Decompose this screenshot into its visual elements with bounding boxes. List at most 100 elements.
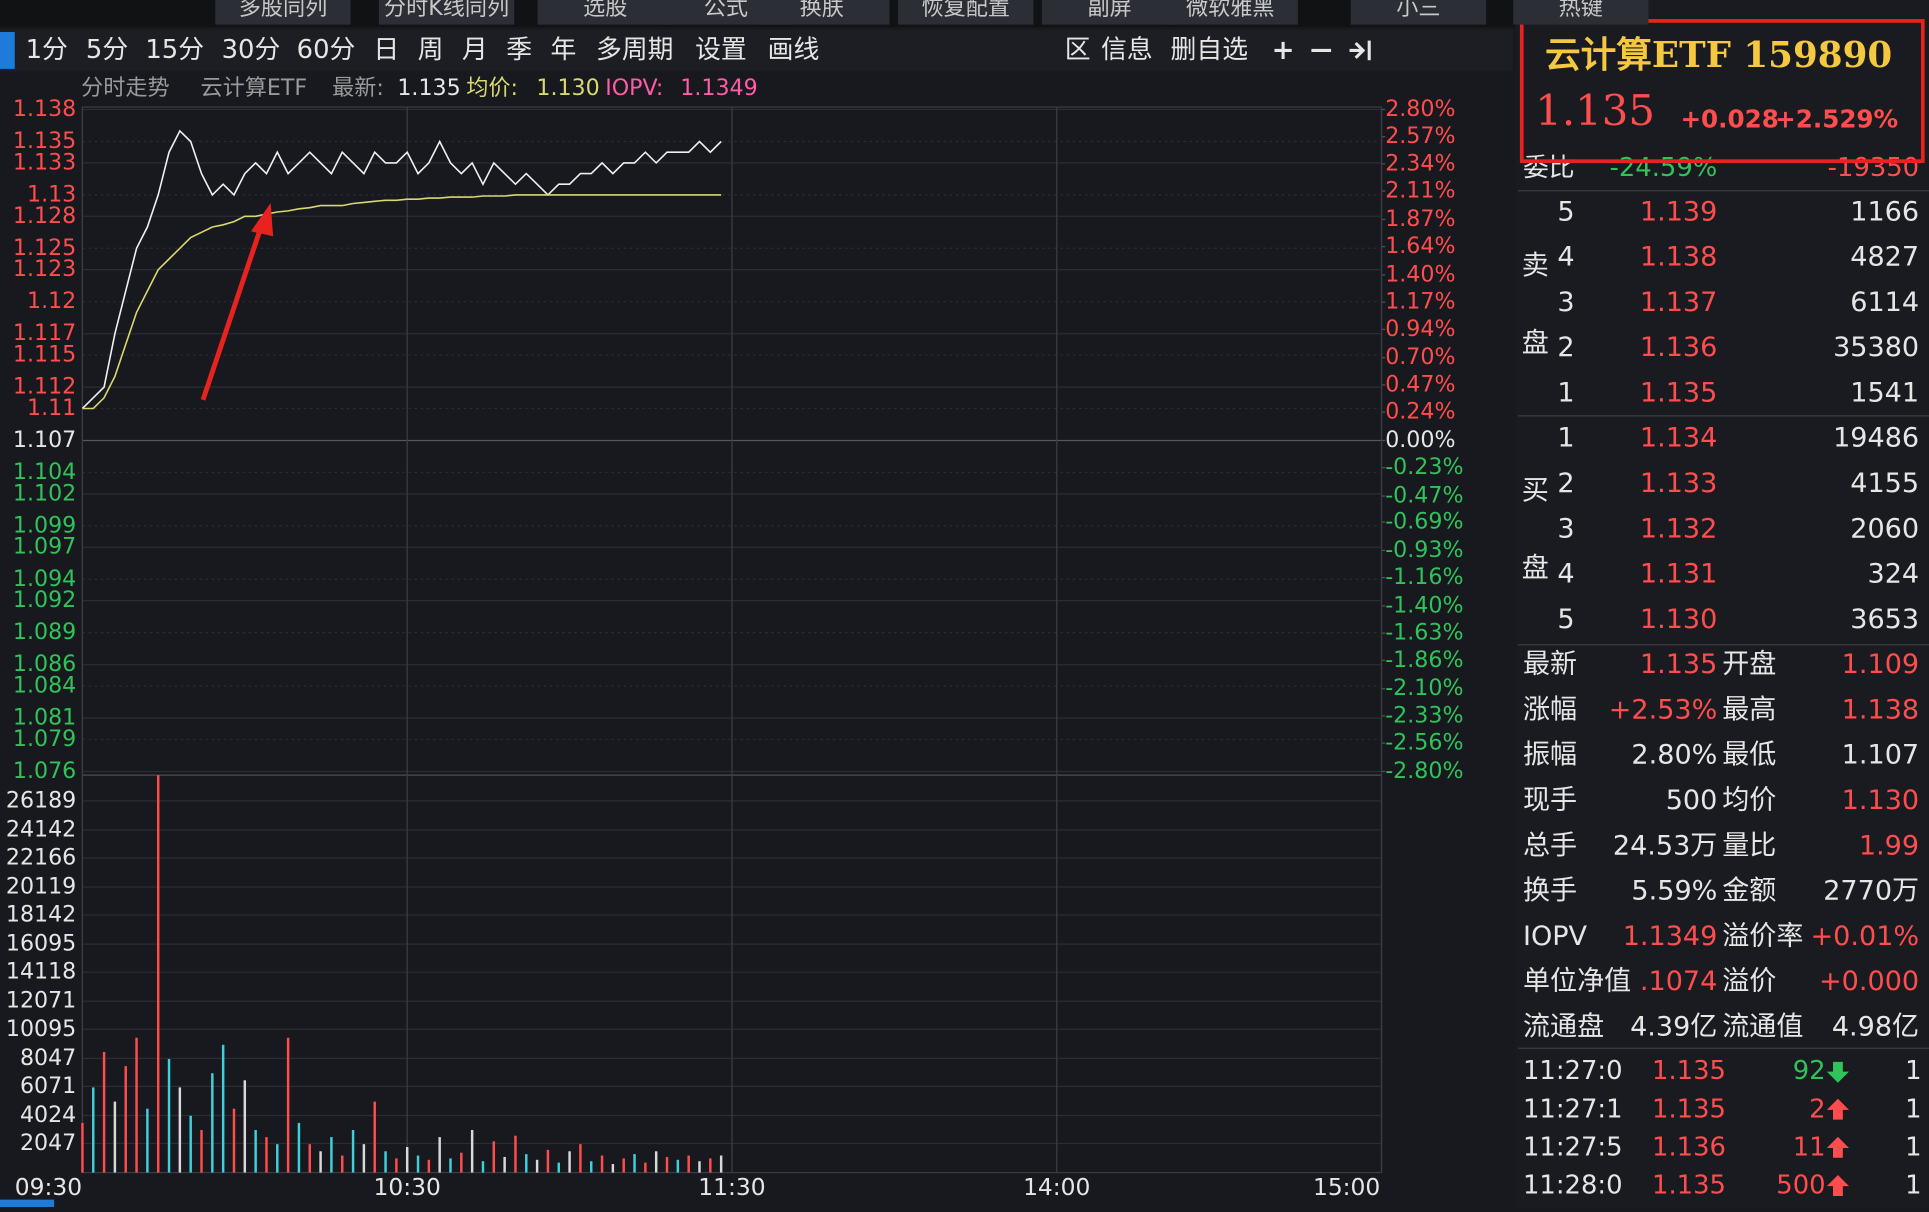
volume-bar [492,1141,496,1173]
stat-value: 24.53万 [1613,830,1717,861]
price-line [81,129,722,410]
chart-header-iopv-label: IOPV: [605,75,663,101]
period-tab[interactable]: 15分 [145,35,204,65]
toolbar-button[interactable] [1162,0,1298,25]
volume-bar [156,775,160,1173]
toolbar-button[interactable] [754,0,890,25]
y-tick-label: 1.084 [13,673,76,699]
volume-tick-label: 10095 [6,1016,76,1042]
toolbar-button[interactable] [378,0,515,25]
y2-tick-label: -2.33% [1385,702,1463,728]
y-tick-label: 1.079 [13,726,76,752]
toolbar-button[interactable] [215,0,351,25]
period-tab[interactable]: 月 [462,35,488,65]
volume-bar [81,1122,84,1173]
volume-bar [654,1151,658,1173]
action-button[interactable]: 区 [1065,35,1091,65]
stat-value: +2.53% [1609,694,1718,725]
toolbar-button-label[interactable]: 热键 [1559,0,1603,21]
toolbar-button-label[interactable]: 分时K线同列 [384,0,509,21]
period-tab[interactable]: 日 [373,35,399,65]
period-tab[interactable]: 年 [551,35,577,65]
period-tab[interactable]: 季 [506,35,532,65]
x-tick-label: 11:30 [698,1173,765,1201]
volume-bar [319,1151,322,1173]
toolbar-button[interactable] [1513,0,1649,25]
stat-label: IOPV [1523,921,1588,952]
volume-bar [449,1158,452,1173]
quote-price: 1.135 [1535,86,1655,135]
period-tab[interactable]: 30分 [222,35,281,65]
trade-price: 1.136 [1652,1132,1726,1162]
volume-tick-label: 22166 [6,844,76,870]
y2-tick-label: 2.80% [1385,96,1455,122]
toolbar-button[interactable] [898,0,1034,25]
y2-tick-label: -2.10% [1385,675,1463,701]
period-tab[interactable]: 5分 [86,35,128,65]
trade-count: 1 [1905,1094,1921,1124]
chart-header-latest: 1.135 [397,75,460,101]
stat-label: 最高 [1722,694,1776,725]
toolbar-button[interactable] [1350,0,1487,25]
y-tick-label: 1.125 [13,235,76,261]
stat-label: 最新 [1523,649,1577,680]
book-price: 1.132 [1640,513,1717,544]
stat-label: 单位净值 [1523,966,1631,997]
volume-bar [503,1156,506,1173]
y2-tick-label: 0.70% [1385,344,1455,370]
book-price: 1.138 [1640,242,1717,273]
book-price: 1.135 [1640,377,1717,408]
volume-bar [384,1151,387,1173]
y2-tick-label: -1.86% [1385,647,1463,673]
period-tab[interactable]: 多周期 [596,35,673,65]
toolbar-button[interactable] [1041,0,1178,25]
period-tab[interactable]: 周 [418,35,444,65]
toolbar-button-label[interactable]: 恢复配置 [921,0,1009,21]
stat-value: 1.130 [1842,785,1919,816]
volume-tick-label: 6071 [20,1073,76,1099]
book-volume: 2060 [1850,513,1919,544]
volume-bar [698,1161,701,1173]
toolbar-button-label[interactable]: 选股 [583,0,627,21]
stat-value: 1.109 [1842,649,1919,680]
scroll-tab [0,1199,55,1208]
period-tab[interactable]: 画线 [768,35,820,65]
quote-change-pct: +2.529% [1775,105,1898,134]
volume-bar [330,1137,333,1173]
stat-label: 最低 [1722,740,1776,771]
trade-time: 11:27:0 [1523,1056,1623,1086]
collapse-icon[interactable] [1349,40,1371,61]
y-tick-label: 1.094 [13,566,76,592]
trade-volume: 11 [1793,1132,1826,1162]
x-tick-label: 14:00 [1023,1173,1090,1201]
book-volume: 3653 [1850,604,1919,635]
book-level: 5 [1557,604,1574,635]
period-tab[interactable]: 设置 [695,35,747,65]
toolbar-button-label[interactable]: 换肤 [800,0,844,21]
action-button[interactable]: 信息 [1101,35,1153,65]
volume-bar [373,1101,376,1173]
stat-value: +0.01% [1811,921,1920,952]
toolbar-button-label[interactable]: 微软雅黑 [1186,0,1274,21]
trade-volume: 500 [1776,1171,1825,1201]
stat-value: +0.000 [1819,966,1919,997]
stat-label: 溢价率 [1722,921,1803,952]
toolbar-button-label[interactable]: 公式 [704,0,748,21]
toolbar-button-label[interactable]: 多股同列 [239,0,327,21]
volume-bar [395,1158,398,1173]
toolbar-button-label[interactable]: 小三 [1396,0,1440,21]
add-icon[interactable] [1274,41,1292,60]
stat-value: .1074 [1640,966,1717,997]
period-tab[interactable]: 1分 [26,35,68,65]
toolbar-button-label[interactable]: 副屏 [1088,0,1132,21]
toolbar-button[interactable] [537,0,673,25]
y-tick-label: 1.076 [13,758,76,784]
stat-value: 4.39亿 [1630,1011,1717,1042]
action-button[interactable]: 删自选 [1171,35,1248,65]
volume-bar [535,1159,539,1173]
period-tab[interactable]: 60分 [297,35,356,65]
volume-bar [200,1129,203,1173]
trade-arrow [1826,1175,1849,1196]
y-tick-label: 1.12 [27,288,76,314]
